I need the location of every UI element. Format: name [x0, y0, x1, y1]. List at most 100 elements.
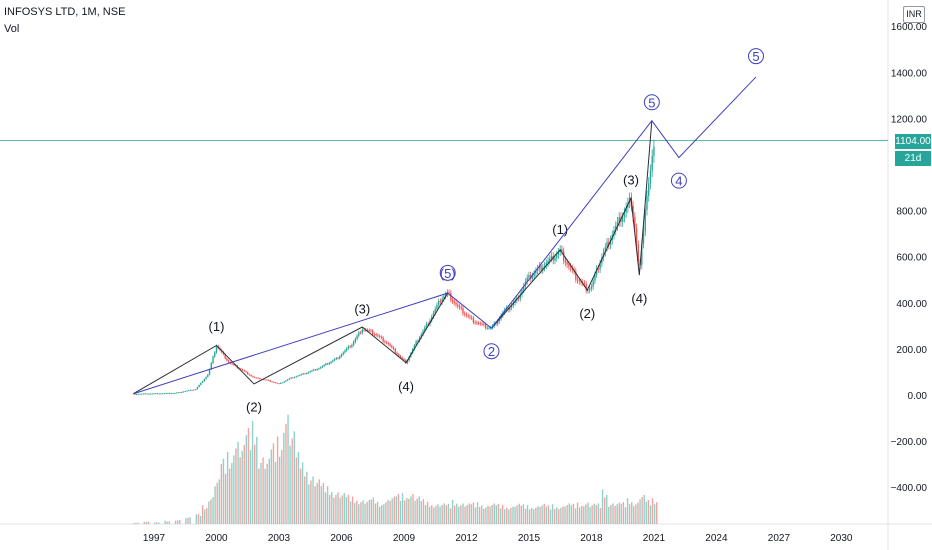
- x-tick-label: 1997: [143, 533, 166, 544]
- volume-bar: [314, 486, 316, 524]
- volume-bar: [216, 482, 218, 524]
- volume-bar: [503, 509, 506, 524]
- symbol-title[interactable]: INFOSYS LTD, 1M, NSE: [4, 6, 126, 18]
- volume-bar: [433, 507, 435, 524]
- volume-bar: [306, 471, 308, 524]
- y-tick-label: 400.00: [896, 299, 927, 310]
- volume-bar: [324, 492, 327, 524]
- wave-primary-label-circle: [483, 343, 500, 360]
- candle-body: [208, 369, 211, 375]
- volume-bar: [481, 505, 483, 524]
- candle-body: [634, 216, 636, 228]
- candle-body: [635, 227, 638, 245]
- volume-bar: [458, 506, 460, 524]
- candle-body: [566, 262, 568, 265]
- volume-bar: [649, 505, 652, 524]
- candle-body: [569, 266, 572, 269]
- volume-bar: [335, 494, 337, 524]
- candle-body: [557, 252, 560, 255]
- candle-body: [568, 264, 570, 267]
- candle-body: [227, 360, 230, 363]
- candle-body: [460, 307, 462, 309]
- candle-body: [144, 393, 147, 395]
- candle-body: [467, 315, 469, 317]
- volume-bar: [476, 502, 479, 524]
- volume-bar: [303, 476, 306, 524]
- candle-body: [502, 312, 504, 316]
- volume-bar: [443, 503, 445, 524]
- volume-bar: [574, 508, 577, 524]
- candle-body: [615, 226, 617, 231]
- candle-body: [533, 273, 535, 277]
- candle-body: [366, 330, 369, 331]
- volume-bar: [533, 509, 535, 524]
- candle-body: [200, 382, 202, 385]
- volume-bar: [456, 503, 458, 524]
- candle-body: [248, 374, 251, 376]
- volume-bar: [518, 503, 520, 524]
- currency-badge[interactable]: INR: [903, 6, 925, 23]
- volume-bar: [164, 520, 166, 524]
- volume-bar: [135, 522, 137, 524]
- volume-bar: [374, 503, 377, 524]
- candle-body: [372, 330, 374, 335]
- candle-body: [653, 146, 655, 156]
- candle-body: [293, 377, 296, 378]
- volume-bar: [637, 502, 639, 524]
- candle-body: [453, 301, 455, 303]
- candle-body: [158, 393, 160, 395]
- volume-bar: [466, 504, 468, 524]
- volume-bar: [562, 506, 564, 524]
- volume-bar: [147, 521, 150, 524]
- candle-body: [148, 393, 150, 395]
- candle-body: [375, 334, 377, 336]
- y-tick-label: 600.00: [896, 253, 927, 264]
- volume-bar: [185, 518, 187, 524]
- candle-body: [269, 380, 272, 382]
- volume-bar: [287, 414, 289, 524]
- candle-body: [243, 370, 245, 372]
- volume-bar: [206, 508, 208, 524]
- candle-body: [649, 170, 652, 184]
- volume-bar: [435, 505, 437, 524]
- volume-bar: [478, 507, 481, 524]
- volume-bar: [349, 501, 352, 524]
- volume-bar: [626, 498, 629, 524]
- y-tick-label: 1400.00: [891, 68, 928, 79]
- candle-body: [408, 356, 410, 361]
- candle-body: [172, 393, 174, 395]
- candle-body: [203, 379, 206, 382]
- volume-bar: [614, 505, 616, 524]
- volume-bar: [470, 504, 473, 524]
- wave-minor-line: [132, 292, 449, 395]
- volume-bar: [358, 504, 360, 524]
- candle-body: [332, 360, 334, 362]
- volume-bar: [245, 435, 248, 524]
- candle-body: [240, 368, 242, 370]
- candle-body: [351, 344, 353, 347]
- volume-bar: [424, 504, 427, 524]
- x-tick-label: 2027: [768, 533, 791, 544]
- volume-bar: [226, 451, 229, 524]
- candle-body: [389, 344, 391, 346]
- candle-body: [139, 393, 141, 395]
- volume-bar: [528, 509, 531, 524]
- candle-body: [354, 338, 357, 342]
- volume-bar: [441, 504, 443, 524]
- volume-bar: [310, 480, 312, 524]
- candle-body: [257, 377, 259, 379]
- volume-bar: [239, 457, 241, 524]
- volume-bar: [378, 506, 381, 524]
- candle-body: [464, 313, 466, 315]
- candle-body: [345, 348, 348, 351]
- wave-minor-b-label: (1): [552, 222, 568, 237]
- volume-indicator-label[interactable]: Vol: [4, 23, 20, 35]
- candle-body: [356, 335, 358, 339]
- candle-body: [455, 302, 457, 305]
- candle-body: [339, 356, 341, 359]
- candle-body: [352, 341, 355, 345]
- volume-bar: [499, 508, 502, 524]
- volume-bar: [266, 463, 268, 524]
